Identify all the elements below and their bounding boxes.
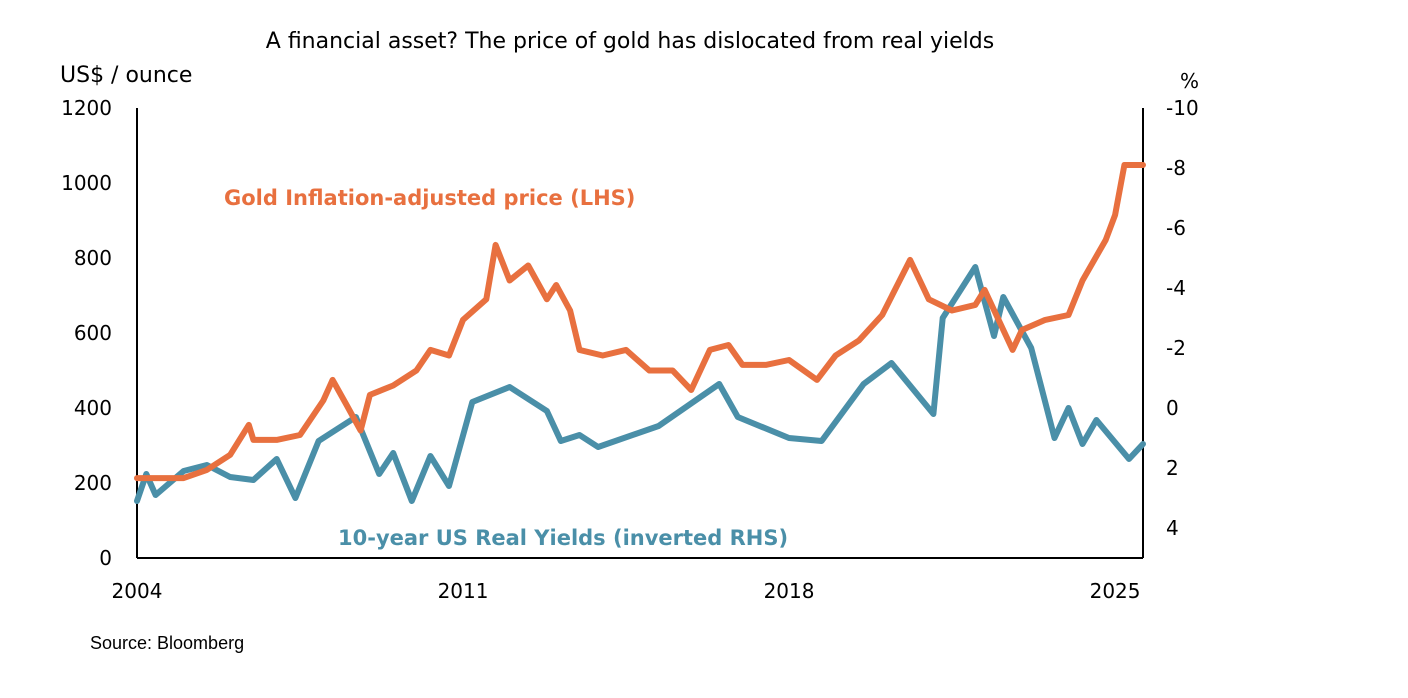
chart-title: A financial asset? The price of gold has… — [266, 29, 994, 54]
gold-annotation: Gold Inflation-adjusted price (LHS) — [224, 186, 635, 210]
left-tick-label: 800 — [74, 246, 112, 270]
right-tick-label: -4 — [1166, 276, 1186, 300]
source-note: Source: Bloomberg — [90, 633, 244, 653]
right-tick-label: -2 — [1166, 336, 1186, 360]
right-tick-label: 0 — [1166, 396, 1179, 420]
left-axis-label: US$ / ounce — [60, 63, 192, 88]
left-tick-label: 1200 — [61, 96, 112, 120]
left-tick-label: 400 — [74, 396, 112, 420]
x-tick-label: 2018 — [764, 579, 815, 603]
right-tick-label: -8 — [1166, 156, 1186, 180]
right-axis-label: % — [1180, 69, 1199, 93]
right-tick-label: 4 — [1166, 516, 1179, 540]
gold-price-line — [134, 162, 1146, 482]
right-tick-label: 2 — [1166, 456, 1179, 480]
left-tick-label: 200 — [74, 471, 112, 495]
x-tick-label: 2025 — [1090, 579, 1141, 603]
left-tick-label: 600 — [74, 321, 112, 345]
right-tick-label: -6 — [1166, 216, 1186, 240]
real-yields-line — [134, 264, 1146, 504]
left-tick-label: 1000 — [61, 171, 112, 195]
yields-annotation: 10-year US Real Yields (inverted RHS) — [338, 526, 788, 550]
series-lines — [134, 162, 1146, 504]
left-tick-label: 0 — [99, 546, 112, 570]
x-tick-label: 2004 — [112, 579, 163, 603]
x-tick-label: 2011 — [438, 579, 489, 603]
right-tick-label: -10 — [1166, 96, 1199, 120]
axes: 0 200 400 600 800 1000 1200 -10 -8 -6 -4 -2 0 2 4 2004 2… — [61, 96, 1199, 603]
